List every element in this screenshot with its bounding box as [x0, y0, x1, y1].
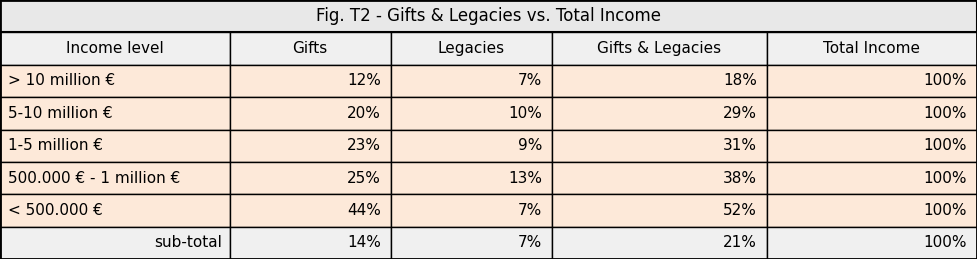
Bar — [767, 32, 977, 65]
Bar — [230, 32, 391, 65]
Text: 25%: 25% — [347, 171, 381, 185]
Text: 20%: 20% — [347, 106, 381, 121]
Text: 29%: 29% — [723, 106, 757, 121]
Text: 500.000 € - 1 million €: 500.000 € - 1 million € — [8, 171, 180, 185]
Text: 7%: 7% — [518, 203, 542, 218]
Text: < 500.000 €: < 500.000 € — [8, 203, 103, 218]
Bar — [0, 130, 230, 162]
Text: 18%: 18% — [723, 74, 757, 88]
Text: 23%: 23% — [347, 138, 381, 153]
Text: Gifts: Gifts — [292, 41, 328, 56]
Text: Fig. T2 - Gifts & Legacies vs. Total Income: Fig. T2 - Gifts & Legacies vs. Total Inc… — [316, 7, 661, 25]
Bar — [0, 32, 230, 65]
Bar — [391, 194, 552, 227]
Text: 100%: 100% — [923, 171, 967, 185]
Text: 100%: 100% — [923, 138, 967, 153]
Bar — [391, 97, 552, 130]
Bar — [230, 194, 391, 227]
Bar — [767, 97, 977, 130]
Text: Income level: Income level — [65, 41, 164, 56]
Text: 12%: 12% — [347, 74, 381, 88]
Text: Gifts & Legacies: Gifts & Legacies — [597, 41, 722, 56]
Bar — [391, 130, 552, 162]
Bar — [230, 97, 391, 130]
Bar — [230, 130, 391, 162]
Bar — [0, 162, 230, 194]
Bar — [552, 194, 767, 227]
Bar — [0, 65, 230, 97]
Bar — [391, 65, 552, 97]
Text: > 10 million €: > 10 million € — [8, 74, 115, 88]
Text: Total Income: Total Income — [824, 41, 920, 56]
Bar — [552, 97, 767, 130]
Text: 100%: 100% — [923, 235, 967, 250]
Text: 100%: 100% — [923, 203, 967, 218]
Bar — [767, 130, 977, 162]
Text: 100%: 100% — [923, 106, 967, 121]
Text: 52%: 52% — [723, 203, 757, 218]
Text: 7%: 7% — [518, 74, 542, 88]
Bar — [0, 194, 230, 227]
Text: 100%: 100% — [923, 74, 967, 88]
Text: 21%: 21% — [723, 235, 757, 250]
Bar — [767, 162, 977, 194]
Bar — [767, 65, 977, 97]
Bar — [230, 65, 391, 97]
Bar — [230, 227, 391, 259]
Text: 38%: 38% — [723, 171, 757, 185]
Text: sub-total: sub-total — [154, 235, 222, 250]
Bar — [552, 130, 767, 162]
Bar — [767, 194, 977, 227]
Bar — [0, 97, 230, 130]
Bar — [552, 227, 767, 259]
Text: Legacies: Legacies — [438, 41, 505, 56]
Bar — [552, 65, 767, 97]
Bar — [391, 227, 552, 259]
Bar — [552, 32, 767, 65]
Text: 44%: 44% — [347, 203, 381, 218]
Bar — [391, 162, 552, 194]
Text: 13%: 13% — [508, 171, 542, 185]
Text: 7%: 7% — [518, 235, 542, 250]
Bar — [0, 227, 230, 259]
Bar — [230, 162, 391, 194]
Text: 31%: 31% — [723, 138, 757, 153]
Bar — [552, 162, 767, 194]
Text: 5-10 million €: 5-10 million € — [8, 106, 112, 121]
Text: 10%: 10% — [508, 106, 542, 121]
Bar — [0, 0, 977, 32]
Text: 9%: 9% — [518, 138, 542, 153]
Bar — [391, 32, 552, 65]
Text: 14%: 14% — [347, 235, 381, 250]
Text: 1-5 million €: 1-5 million € — [8, 138, 103, 153]
Bar — [767, 227, 977, 259]
